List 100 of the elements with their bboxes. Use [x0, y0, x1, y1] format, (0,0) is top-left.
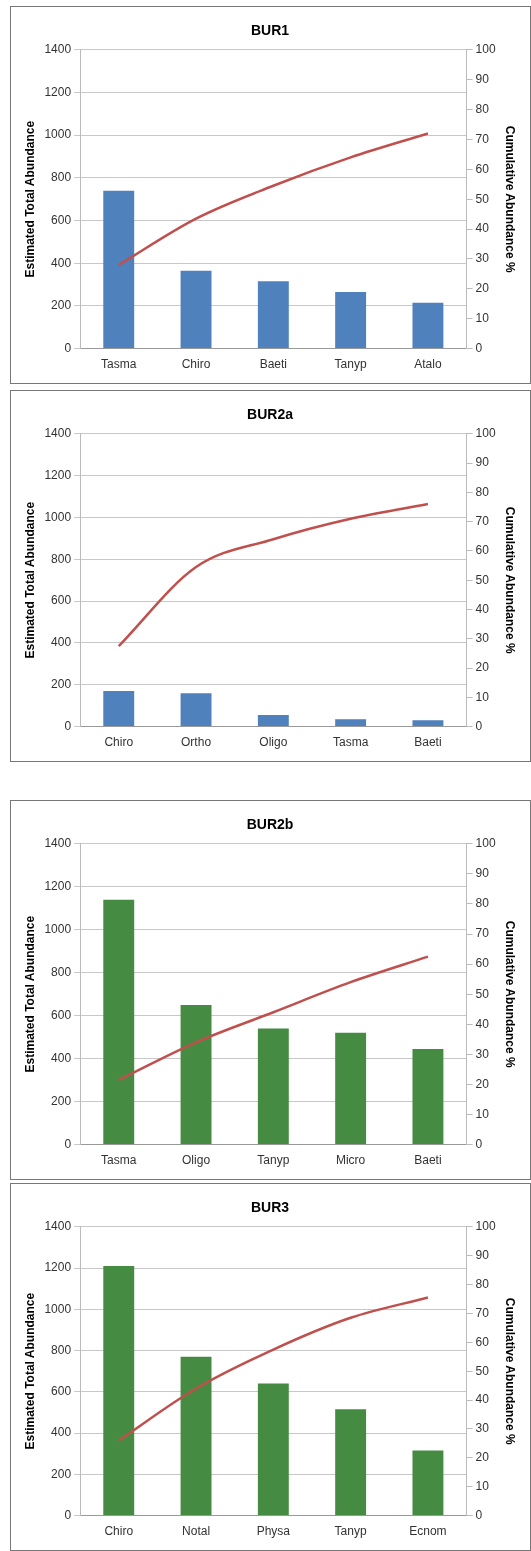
- x-tick-label: Physa: [256, 1524, 291, 1539]
- line-series: [117, 132, 430, 267]
- y2-tick-label: 50: [475, 1363, 490, 1378]
- y-tick-label: 400: [51, 255, 72, 270]
- y2-tick-label: 50: [475, 191, 490, 206]
- x-tick-label: Tanyp: [334, 357, 367, 372]
- y2-tick-label: 100: [475, 42, 496, 57]
- y2-tick-label: 0: [475, 718, 483, 733]
- x-tick-label: Baeti: [259, 357, 288, 372]
- y2-tick-label: 80: [475, 1276, 490, 1291]
- y-axis-title: Estimated Total Abundance: [22, 915, 37, 1073]
- y2-tick-label: 30: [475, 1046, 490, 1061]
- bar: [335, 719, 367, 727]
- y-tick-label: 200: [51, 677, 72, 692]
- chart-title: BUR2a: [247, 406, 294, 423]
- y2-tick-label: 10: [475, 311, 490, 326]
- bar: [103, 691, 135, 727]
- y-tick-label: 800: [51, 1342, 72, 1357]
- x-tick-label: Baeti: [414, 735, 442, 750]
- y2-tick-label: 10: [475, 689, 490, 704]
- y-tick-label: 600: [51, 593, 72, 608]
- bar: [335, 1032, 367, 1145]
- y2-tick-label: 70: [475, 513, 490, 528]
- x-tick-label: Chiro: [104, 735, 134, 750]
- chart-title: BUR1: [250, 22, 290, 39]
- y-tick-label: 0: [64, 1136, 72, 1151]
- bar: [180, 693, 212, 727]
- y-tick-label: 600: [51, 1008, 72, 1022]
- y2-tick-label: 40: [475, 1392, 490, 1407]
- x-tick-label: Tanyp: [257, 1153, 290, 1168]
- y2-tick-label: 60: [475, 543, 490, 558]
- bar: [180, 270, 212, 349]
- x-tick-label: Oligo: [182, 1153, 211, 1168]
- y2-tick-label: 40: [475, 221, 490, 236]
- y2-tick-label: 90: [475, 866, 490, 881]
- y2-axis-title: Cumulative Abundance %: [503, 125, 518, 273]
- y-axis-title: Estimated Total Abundance: [22, 1292, 37, 1450]
- x-tick-label: Ecnom: [409, 1524, 447, 1539]
- y2-tick-label: 80: [475, 896, 490, 911]
- y2-tick-label: 80: [475, 484, 490, 499]
- y2-tick-label: 100: [475, 1219, 496, 1234]
- y2-tick-label: 10: [475, 1479, 490, 1494]
- chart-title: BUR2b: [246, 816, 294, 833]
- y2-tick-label: 70: [475, 926, 490, 941]
- x-tick-label: Tasma: [101, 357, 137, 372]
- y2-tick-label: 20: [475, 281, 490, 296]
- y-axis-title: Estimated Total Abundance: [22, 501, 37, 659]
- y2-tick-label: 60: [475, 956, 490, 971]
- y-tick-label: 200: [51, 298, 72, 313]
- y2-tick-label: 20: [475, 1450, 490, 1465]
- y-tick-label: 1200: [44, 879, 72, 894]
- y-tick-label: 0: [64, 1507, 72, 1522]
- bar: [103, 1265, 135, 1516]
- y2-tick-label: 70: [475, 131, 490, 146]
- line-series: [117, 1296, 430, 1442]
- y2-axis-title: Cumulative Abundance %: [503, 920, 518, 1068]
- y2-tick-label: 90: [475, 1247, 490, 1262]
- x-tick-label: Tasma: [101, 1153, 137, 1168]
- x-tick-label: Notal: [182, 1524, 211, 1539]
- y2-tick-label: 90: [475, 455, 490, 470]
- x-tick-label: Baeti: [414, 1153, 442, 1168]
- y-tick-label: 800: [51, 965, 72, 980]
- y-tick-label: 1000: [44, 1301, 72, 1316]
- y-tick-label: 400: [51, 1425, 72, 1440]
- bar: [257, 1383, 289, 1516]
- y-tick-label: 600: [51, 212, 72, 227]
- y-tick-label: 800: [51, 551, 72, 566]
- y2-tick-label: 30: [475, 251, 490, 266]
- bar: [257, 715, 289, 727]
- bar: [335, 292, 367, 349]
- y2-tick-label: 0: [475, 1136, 483, 1151]
- y2-tick-label: 40: [475, 1016, 490, 1031]
- bar: [412, 1048, 444, 1145]
- y2-tick-label: 50: [475, 986, 490, 1001]
- y-tick-label: 400: [51, 1050, 72, 1065]
- y2-tick-label: 40: [475, 601, 490, 616]
- y2-axis-title: Cumulative Abundance %: [503, 1297, 518, 1445]
- x-tick-label: Tanyp: [334, 1524, 367, 1539]
- y-tick-label: 200: [51, 1093, 72, 1108]
- y-tick-label: 1400: [44, 426, 72, 441]
- y2-tick-label: 90: [475, 71, 490, 86]
- bar: [412, 1450, 444, 1516]
- x-tick-label: Micro: [335, 1153, 366, 1168]
- bar: [180, 1356, 212, 1516]
- y-tick-label: 1000: [44, 509, 72, 524]
- y-tick-label: 600: [51, 1384, 72, 1399]
- y-tick-label: 1400: [44, 836, 72, 851]
- line-series: [117, 502, 430, 648]
- x-tick-label: Chiro: [181, 357, 211, 372]
- y-tick-label: 1400: [44, 42, 72, 57]
- x-tick-label: Tasma: [332, 735, 369, 750]
- y2-tick-label: 0: [475, 340, 483, 355]
- bar: [412, 720, 444, 727]
- y-tick-label: 1200: [44, 1260, 72, 1275]
- x-tick-label: Atalo: [414, 357, 442, 372]
- y2-tick-label: 20: [475, 1076, 490, 1091]
- y-tick-label: 1400: [44, 1219, 72, 1234]
- y2-tick-label: 100: [475, 426, 496, 441]
- y-tick-label: 400: [51, 635, 72, 650]
- y2-tick-label: 60: [475, 161, 490, 176]
